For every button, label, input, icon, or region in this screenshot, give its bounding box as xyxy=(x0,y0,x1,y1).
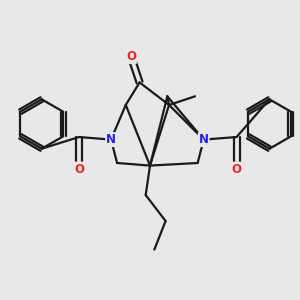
Text: O: O xyxy=(126,50,136,63)
Text: O: O xyxy=(74,163,84,176)
Text: N: N xyxy=(199,133,209,146)
Text: N: N xyxy=(106,133,116,146)
Text: O: O xyxy=(232,163,242,176)
